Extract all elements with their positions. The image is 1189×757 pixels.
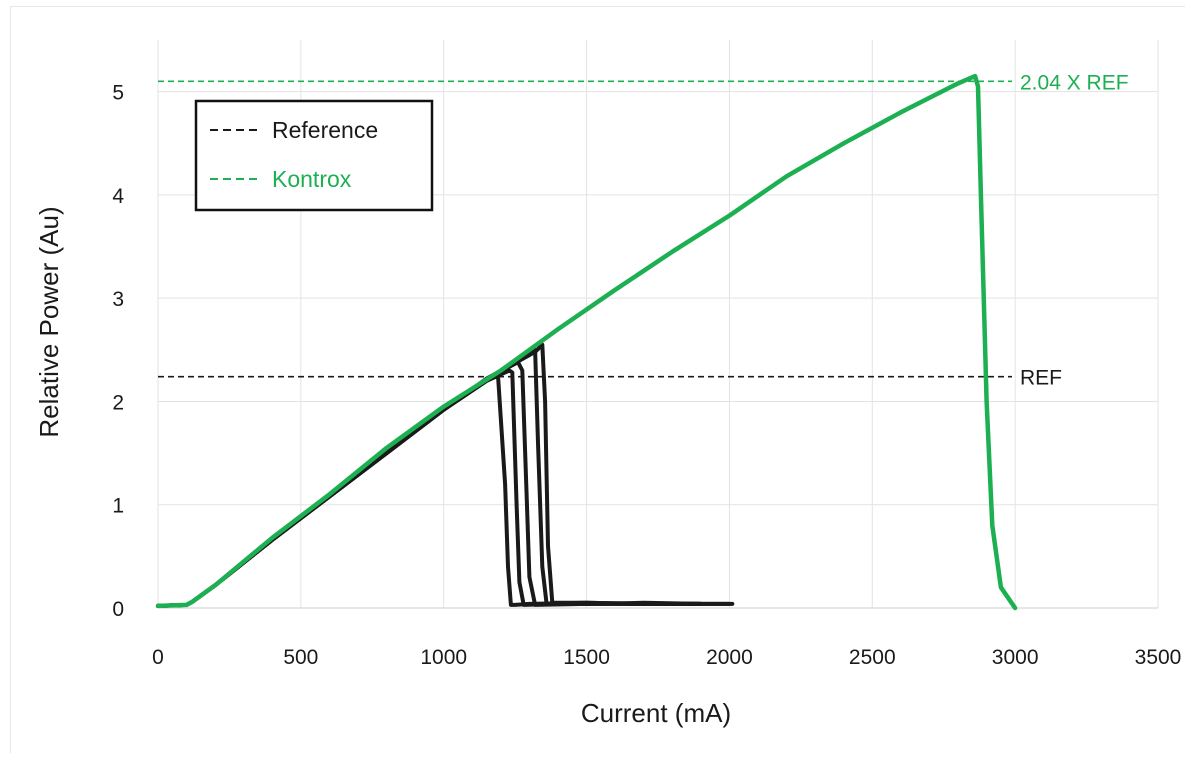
y-tick-label: 1: [112, 495, 124, 518]
x-tick-label: 500: [283, 646, 318, 669]
reference-lines: REF 2.04 X REF: [158, 71, 1129, 390]
tick-labels: 0 500 1000 1500 2000 2500 3000 3500 0 1 2 3 4 5: [112, 82, 1181, 669]
y-tick-label: 4: [112, 185, 124, 208]
x-tick-label: 1000: [420, 646, 467, 669]
chart-frame: [10, 6, 1185, 753]
x-tick-label: 0: [152, 646, 164, 669]
x-tick-label: 2500: [849, 646, 896, 669]
y-tick-label: 0: [112, 598, 124, 621]
x-tick-label: 3500: [1135, 646, 1182, 669]
series-line: [156, 360, 703, 608]
legend: Reference Kontrox: [194, 99, 434, 212]
y-axis-title: Relative Power (Au): [34, 206, 64, 437]
legend-box: [194, 99, 434, 212]
y-tick-label: 3: [112, 288, 124, 311]
legend-label-kontrox: Kontrox: [272, 166, 352, 192]
series-line: [155, 73, 1018, 611]
reference-line-label: 2.04 X REF: [1020, 71, 1129, 94]
legend-label-reference: Reference: [272, 117, 378, 143]
data-series: [155, 73, 1018, 611]
y-tick-label: 5: [112, 82, 124, 105]
x-tick-label: 3000: [992, 646, 1039, 669]
x-tick-label: 1500: [563, 646, 610, 669]
x-axis-title: Current (mA): [581, 698, 731, 728]
x-tick-label: 2000: [706, 646, 753, 669]
y-tick-label: 2: [112, 391, 124, 414]
reference-line-label: REF: [1020, 367, 1062, 390]
